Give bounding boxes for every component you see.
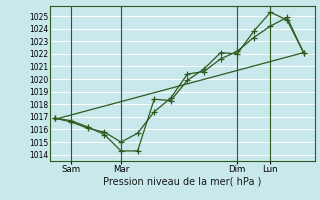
X-axis label: Pression niveau de la mer( hPa ): Pression niveau de la mer( hPa ) bbox=[103, 177, 261, 187]
